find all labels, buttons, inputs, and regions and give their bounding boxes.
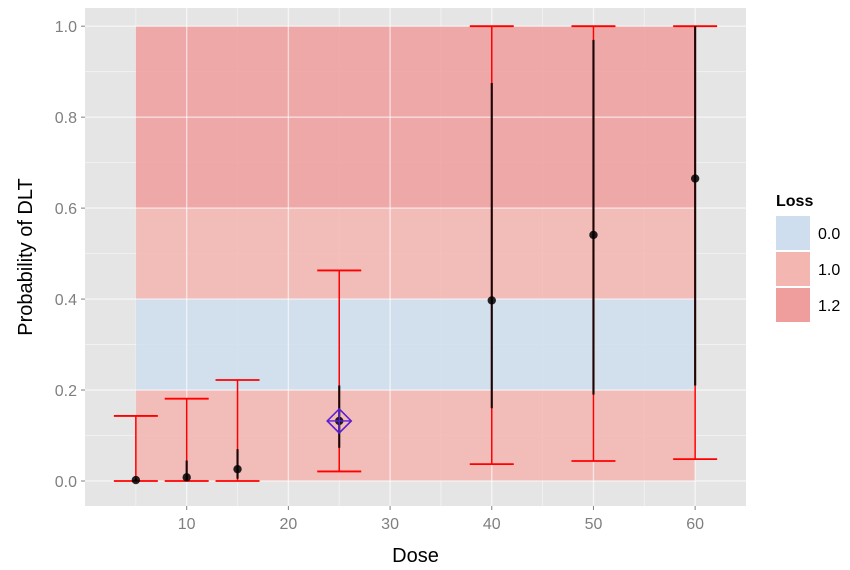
dose-point xyxy=(487,296,496,305)
x-tick-label: 20 xyxy=(279,516,297,533)
y-axis-title: Probability of DLT xyxy=(15,178,37,335)
legend-title: Loss xyxy=(776,193,813,210)
dose-point xyxy=(589,230,598,240)
y-tick-label: 0.8 xyxy=(55,110,77,127)
loss-bands xyxy=(135,26,696,481)
loss-band-1-0 xyxy=(135,390,696,481)
recommended-dose-marker xyxy=(326,407,353,435)
y-tick-label: 0.6 xyxy=(55,201,77,218)
x-tick-label: 10 xyxy=(178,516,196,533)
x-tick-label: 60 xyxy=(686,516,704,533)
loss-band-1-0 xyxy=(135,208,696,300)
x-tick-label: 40 xyxy=(483,516,501,533)
y-tick-label: 1.0 xyxy=(55,19,77,36)
legend-label-1-0: 1.0 xyxy=(818,262,840,279)
x-axis-title: Dose xyxy=(392,545,439,567)
legend-key-1-0 xyxy=(776,252,810,286)
x-tick-label: 50 xyxy=(585,516,603,533)
legend-key-1-2 xyxy=(776,288,810,322)
legend: Loss 0.0 1.0 1.2 xyxy=(776,193,840,322)
legend-label-0-0: 0.0 xyxy=(818,226,840,243)
dose-point xyxy=(690,174,700,183)
dose-points xyxy=(131,174,700,485)
loss-band-0-0 xyxy=(135,299,696,391)
y-axis: 0.0 0.2 0.4 0.6 0.8 1.0 xyxy=(55,19,85,491)
dose-point xyxy=(131,475,141,485)
x-tick-label: 30 xyxy=(381,516,399,533)
legend-key-0-0 xyxy=(776,216,810,250)
y-tick-label: 0.4 xyxy=(55,292,77,309)
dose-point xyxy=(182,473,191,482)
legend-label-1-2: 1.2 xyxy=(818,298,840,315)
interval-bars xyxy=(113,25,718,482)
y-tick-label: 0.2 xyxy=(55,383,77,400)
x-axis: 10 20 30 40 50 60 xyxy=(178,506,704,533)
y-tick-label: 0.0 xyxy=(55,474,77,491)
dose-point xyxy=(233,464,242,474)
